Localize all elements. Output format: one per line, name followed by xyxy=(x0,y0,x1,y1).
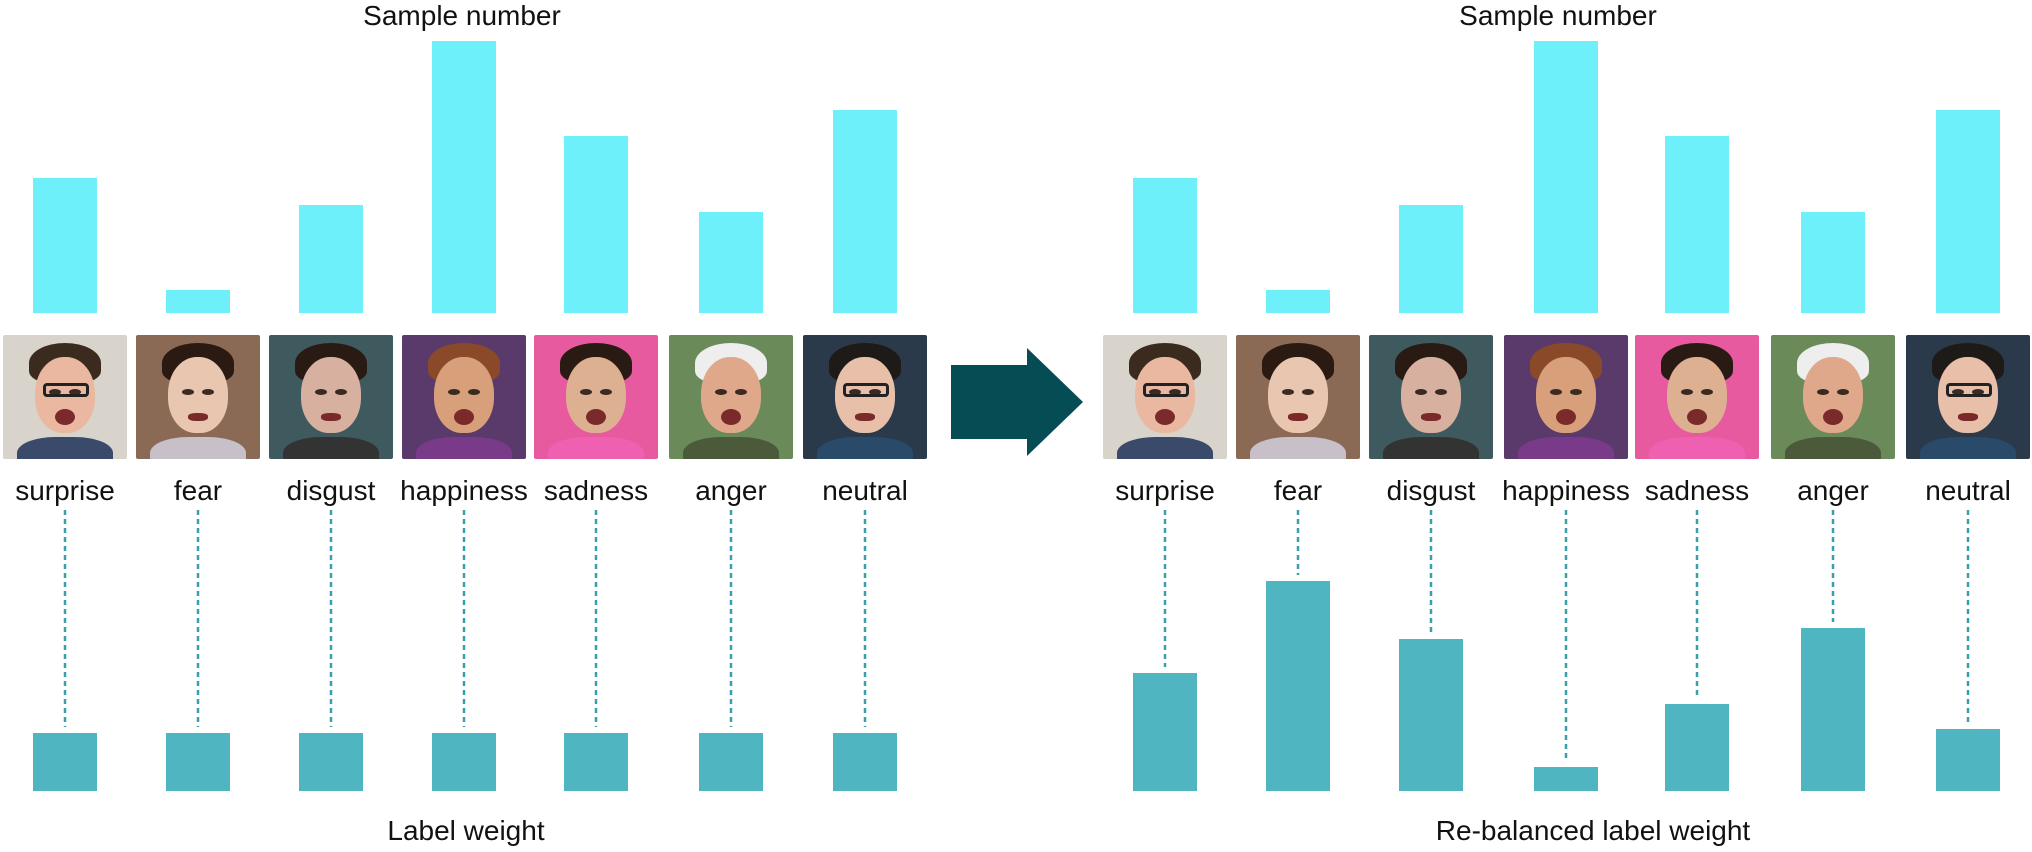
sample-bar-anger-right xyxy=(1801,212,1865,313)
sample-number-title-left: Sample number xyxy=(363,0,561,31)
weight-bar-surprise-left xyxy=(33,733,97,791)
sample-bar-disgust-left xyxy=(299,205,363,313)
sample-bar-sadness-right xyxy=(1665,136,1729,313)
weight-bar-sadness-left xyxy=(564,733,628,791)
emotion-label-disgust-left: disgust xyxy=(286,475,376,506)
face-photo-disgust-right xyxy=(1369,335,1493,459)
emotion-label-surprise-left: surprise xyxy=(15,475,115,506)
sample-bar-happiness-right xyxy=(1534,41,1598,313)
weight-bar-fear-right xyxy=(1266,581,1330,791)
weight-bar-sadness-right xyxy=(1665,704,1729,791)
emotion-label-happiness-right: happiness xyxy=(1502,475,1630,506)
emotion-label-neutral-right: neutral xyxy=(1925,475,2011,506)
rebalanced-label-weight-title: Re-balanced label weight xyxy=(1435,815,1751,846)
right-arrow-icon xyxy=(951,348,1083,456)
sample-bar-fear-left xyxy=(166,290,230,313)
emotion-label-fear-right: fear xyxy=(1273,475,1323,506)
sample-number-title-right: Sample number xyxy=(1459,0,1657,31)
weight-bar-anger-left xyxy=(699,733,763,791)
face-photo-anger-right xyxy=(1771,335,1895,459)
label-weight-title: Label weight xyxy=(387,815,545,846)
face-photo-neutral-left xyxy=(803,335,927,459)
sample-bar-sadness-left xyxy=(564,136,628,313)
sample-bar-neutral-right xyxy=(1936,110,2000,313)
face-photo-sadness-left xyxy=(534,335,658,459)
weight-bar-happiness-left xyxy=(432,733,496,791)
sample-bar-anger-left xyxy=(699,212,763,313)
face-photo-anger-left xyxy=(669,335,793,459)
weight-bar-disgust-left xyxy=(299,733,363,791)
emotion-label-anger-right: anger xyxy=(1797,475,1869,506)
face-photo-happiness-right xyxy=(1504,335,1628,459)
sample-bar-surprise-right xyxy=(1133,178,1197,313)
emotion-label-sadness-left: sadness xyxy=(543,475,649,506)
weight-bar-surprise-right xyxy=(1133,673,1197,791)
sample-bar-neutral-left xyxy=(833,110,897,313)
sample-bar-surprise-left xyxy=(33,178,97,313)
sample-bar-happiness-left xyxy=(432,41,496,313)
emotion-label-sadness-right: sadness xyxy=(1644,475,1750,506)
face-photo-disgust-left xyxy=(269,335,393,459)
weight-bar-disgust-right xyxy=(1399,639,1463,791)
face-photo-happiness-left xyxy=(402,335,526,459)
weight-bar-fear-left xyxy=(166,733,230,791)
sample-bar-fear-right xyxy=(1266,290,1330,313)
emotion-label-disgust-right: disgust xyxy=(1386,475,1476,506)
emotion-label-surprise-right: surprise xyxy=(1115,475,1215,506)
face-photo-neutral-right xyxy=(1906,335,2030,459)
weight-bar-happiness-right xyxy=(1534,767,1598,791)
weight-bar-neutral-left xyxy=(833,733,897,791)
emotion-label-fear-left: fear xyxy=(173,475,223,506)
emotion-label-anger-left: anger xyxy=(695,475,767,506)
face-photo-surprise-right xyxy=(1103,335,1227,459)
emotion-label-happiness-left: happiness xyxy=(400,475,528,506)
face-photo-sadness-right xyxy=(1635,335,1759,459)
face-photo-fear-right xyxy=(1236,335,1360,459)
sample-bar-disgust-right xyxy=(1399,205,1463,313)
weight-bar-neutral-right xyxy=(1936,729,2000,791)
weight-bar-anger-right xyxy=(1801,628,1865,791)
emotion-label-neutral-left: neutral xyxy=(822,475,908,506)
face-photo-surprise-left xyxy=(3,335,127,459)
face-photo-fear-left xyxy=(136,335,260,459)
